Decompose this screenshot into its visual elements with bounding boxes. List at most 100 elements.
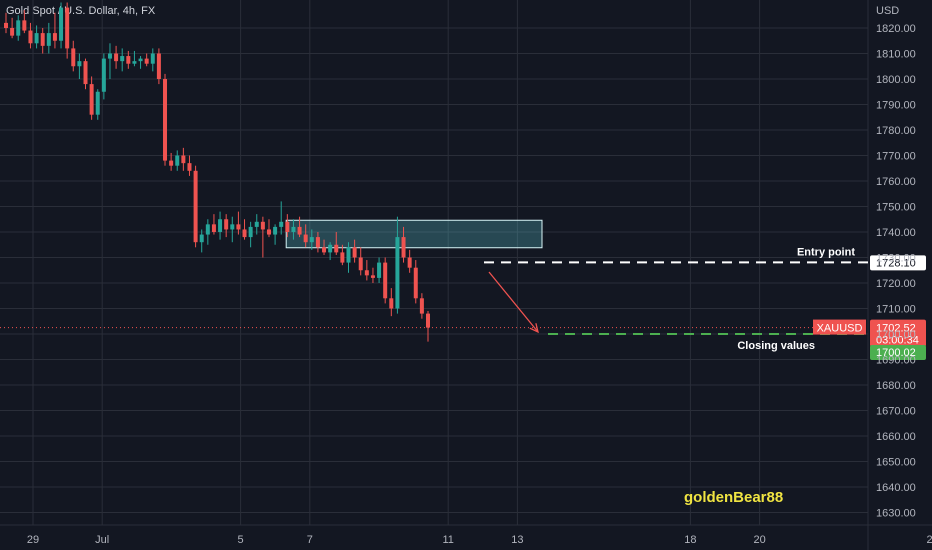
range-box-layer (285, 219, 543, 249)
candle-body (364, 270, 369, 276)
bar-countdown: 03:00:34 (876, 335, 919, 347)
entry-label: Entry point (797, 246, 855, 258)
candle-body (389, 298, 394, 309)
entry-price-value: 1728.10 (876, 257, 916, 269)
candle-body (236, 224, 241, 230)
candle-body (328, 244, 333, 253)
last-price-value: 1702.52 (876, 323, 916, 335)
candle-body (334, 244, 339, 253)
candle-body (370, 275, 375, 278)
consolidation-range-box (285, 219, 543, 249)
price-tick-label: 1740.00 (876, 227, 916, 239)
price-tick-label: 1780.00 (876, 125, 916, 137)
candle-body (352, 247, 357, 258)
candle-body (22, 20, 27, 31)
candle-body (4, 22, 8, 28)
author-watermark: goldenBear88 (684, 489, 784, 506)
candle-body (120, 56, 125, 62)
candle-body (89, 84, 94, 115)
candle-body (114, 53, 119, 62)
closing-price-tag (870, 344, 926, 360)
candle-body (248, 226, 253, 238)
time-tick-label: 29 (27, 534, 39, 546)
candle-body (101, 58, 106, 92)
candle-body (401, 237, 406, 258)
candle-body (16, 20, 21, 36)
candle-body (224, 219, 229, 230)
price-tick-label: 1760.00 (876, 176, 916, 188)
candle-body (34, 33, 39, 44)
candle-body (242, 229, 247, 238)
symbol-tag-label: XAUUSD (817, 323, 863, 335)
candle-body (52, 33, 57, 41)
price-tick-label: 1790.00 (876, 100, 916, 112)
time-tick-label: 11 (442, 534, 453, 546)
price-tick-label: 1650.00 (876, 457, 916, 469)
candle-body (383, 262, 388, 299)
candle-body (297, 226, 302, 235)
time-tick-label: 25 (926, 534, 932, 546)
candle-body (260, 221, 265, 230)
candle-body (193, 170, 198, 243)
candle-body (156, 53, 161, 79)
candle-body (199, 234, 204, 243)
closing-price-value: 1700.02 (876, 347, 916, 359)
candle-body (346, 247, 351, 263)
candle-body (71, 48, 76, 67)
candle-body (315, 237, 320, 248)
price-tick-label: 1820.00 (876, 23, 916, 35)
candle-body (10, 28, 15, 36)
candle-body (83, 61, 88, 85)
candle-body (107, 53, 112, 59)
candle-body (144, 58, 149, 64)
candle-body (413, 267, 418, 299)
price-tick-label: 1670.00 (876, 406, 916, 418)
time-tick-label: Jul (95, 534, 109, 546)
candle-body (211, 224, 216, 232)
candle-body (322, 247, 327, 253)
price-tick-label: 1630.00 (876, 508, 916, 520)
price-tick-label: 1660.00 (876, 431, 916, 443)
price-tick-label: 1810.00 (876, 49, 916, 61)
time-axis: 29Jul57111318202527Aug (27, 534, 932, 546)
price-unit-label: USD (876, 5, 899, 17)
candle-body (273, 226, 278, 235)
candle-body (181, 155, 186, 164)
price-tick-label: 1710.00 (876, 304, 916, 316)
candle-body (77, 61, 82, 67)
candle-body (254, 221, 259, 227)
trend-arrow-head (529, 323, 539, 334)
trend-arrow (488, 271, 539, 333)
candle-body (205, 224, 210, 235)
candle-body (358, 257, 363, 271)
candle-body (395, 237, 400, 309)
candle-body (407, 257, 412, 268)
price-tick-label: 1770.00 (876, 151, 916, 163)
candles (4, 2, 430, 342)
candle-body (266, 229, 271, 235)
candle-body (426, 313, 430, 328)
candle-body (59, 7, 64, 41)
candle-body (40, 33, 45, 46)
candle-body (279, 221, 284, 227)
candle-body (187, 163, 192, 171)
candle-body (218, 219, 223, 232)
price-tick-label: 1690.00 (876, 355, 916, 367)
time-tick-label: 13 (511, 534, 523, 546)
chart-title: Gold Spot / U.S. Dollar, 4h, FX (6, 5, 156, 17)
candle-body (340, 252, 345, 263)
entry-price-tag (870, 255, 926, 271)
candle-body (95, 91, 100, 115)
candle-body (28, 30, 33, 44)
candle-body (65, 7, 70, 49)
candle-body (46, 33, 51, 46)
price-axis: 1630.00 1640.00 1650.00 1660.00 1670.00 1680.… (876, 5, 916, 520)
candle-body (126, 56, 131, 64)
candle-body (132, 61, 137, 64)
candle-body (169, 160, 174, 166)
price-tick-label: 1800.00 (876, 74, 916, 86)
candle-body (150, 53, 155, 64)
closing-label: Closing values (737, 340, 815, 352)
